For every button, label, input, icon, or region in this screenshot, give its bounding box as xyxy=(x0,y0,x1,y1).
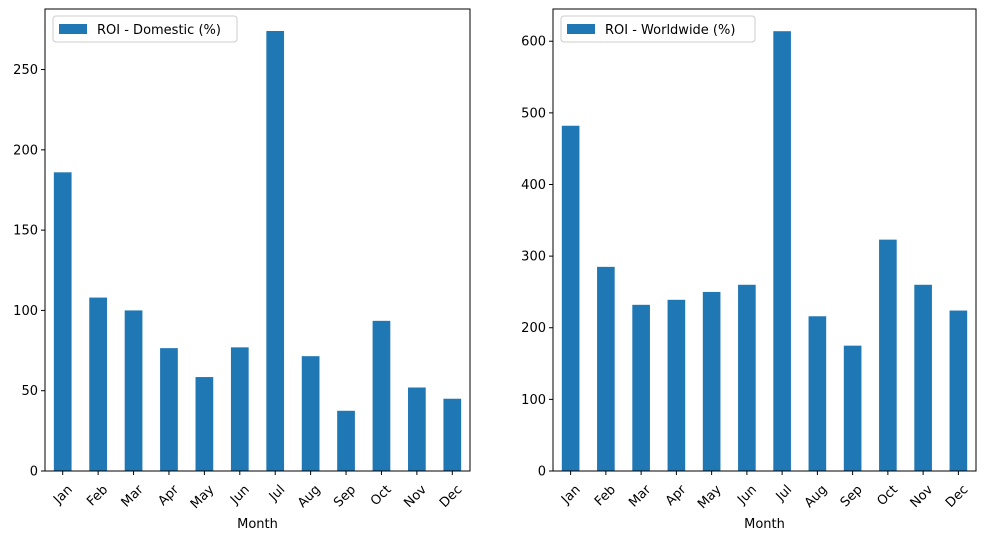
y-tick-label: 200 xyxy=(521,321,546,336)
bar-oct xyxy=(879,239,897,471)
bar-jan xyxy=(561,125,580,471)
x-tick-label-mar: Mar xyxy=(626,482,654,510)
bar-jun xyxy=(738,284,756,471)
bar-aug xyxy=(808,316,827,471)
bar-jul xyxy=(773,31,791,471)
bar-mar xyxy=(632,304,650,471)
bar-jan xyxy=(53,172,72,471)
legend-box xyxy=(52,15,238,43)
legend-box xyxy=(560,15,756,43)
x-tick-label-aug: Aug xyxy=(802,482,831,511)
x-tick-label-dec: Dec xyxy=(943,482,971,510)
bar-sep xyxy=(843,345,862,471)
plot-frame xyxy=(552,8,977,472)
legend: ROI - Worldwide (%) xyxy=(560,15,756,43)
y-tick-label: 300 xyxy=(521,250,546,265)
y-tick-label: 250 xyxy=(13,63,38,78)
x-tick-label-jul: Jul xyxy=(773,482,795,504)
y-tick-label: 100 xyxy=(13,304,38,319)
bar-feb xyxy=(597,266,615,471)
bar-jul xyxy=(266,31,285,471)
bar-apr xyxy=(667,299,686,471)
bar-oct xyxy=(372,320,391,471)
x-tick-label-sep: Sep xyxy=(331,482,359,510)
legend-swatch xyxy=(59,24,87,34)
x-tick-label-mar: Mar xyxy=(119,482,147,510)
plot-frame xyxy=(44,8,471,472)
x-tick-label-jul: Jul xyxy=(266,482,288,504)
y-tick-label: 50 xyxy=(21,384,38,399)
x-tick-label-jan: Jan xyxy=(558,482,583,507)
y-tick-label: 0 xyxy=(538,465,546,480)
x-tick-label-may: May xyxy=(695,482,725,512)
y-tick-label: 500 xyxy=(521,106,546,121)
bar-mar xyxy=(124,310,143,471)
x-tick-label-apr: Apr xyxy=(155,482,182,509)
legend-label: ROI - Domestic (%) xyxy=(97,23,221,38)
x-axis-label: Month xyxy=(744,517,785,532)
y-tick-label: 0 xyxy=(30,465,38,480)
bar-jun xyxy=(230,347,249,471)
x-tick-label-feb: Feb xyxy=(84,482,111,509)
legend-label: ROI - Worldwide (%) xyxy=(605,23,735,38)
bar-nov xyxy=(408,387,426,471)
y-tick-label: 100 xyxy=(521,393,546,408)
bar-dec xyxy=(443,398,462,471)
y-tick-label: 150 xyxy=(13,224,38,239)
y-tick-label: 200 xyxy=(13,143,38,158)
x-axis-label: Month xyxy=(237,517,278,532)
x-tick-label-apr: Apr xyxy=(663,482,690,509)
x-tick-label-may: May xyxy=(188,482,218,512)
chart-worldwide-roi: 0 100 200 300 400 500 600 Jan Feb Mar Apr May Jun Jul… xyxy=(521,8,977,532)
bar-dec xyxy=(949,310,968,471)
x-tick-label-nov: Nov xyxy=(908,482,937,511)
bar-feb xyxy=(89,297,107,471)
bar-sep xyxy=(337,410,355,471)
legend: ROI - Domestic (%) xyxy=(52,15,238,43)
y-tick-label: 400 xyxy=(521,178,546,193)
bar-may xyxy=(702,291,721,471)
legend-swatch xyxy=(567,24,595,34)
x-tick-label-oct: Oct xyxy=(368,482,395,509)
chart-domestic-roi: 0 50 100 150 200 250 Jan Feb Mar Apr May Jun Jul Aug S… xyxy=(13,8,471,532)
bar-aug xyxy=(301,356,320,471)
x-tick-label-nov: Nov xyxy=(401,482,430,511)
x-tick-label-jun: Jun xyxy=(227,482,253,508)
x-tick-label-dec: Dec xyxy=(437,482,465,510)
x-tick-label-aug: Aug xyxy=(295,482,324,511)
x-tick-label-oct: Oct xyxy=(874,482,901,509)
x-tick-label-jan: Jan xyxy=(50,482,75,507)
x-tick-label-feb: Feb xyxy=(592,482,619,509)
bar-nov xyxy=(914,284,932,471)
y-tick-label: 600 xyxy=(521,35,546,50)
x-tick-label-jun: Jun xyxy=(734,482,760,508)
bar-apr xyxy=(160,348,178,471)
x-tick-label-sep: Sep xyxy=(838,482,866,510)
bar-may xyxy=(195,377,214,471)
